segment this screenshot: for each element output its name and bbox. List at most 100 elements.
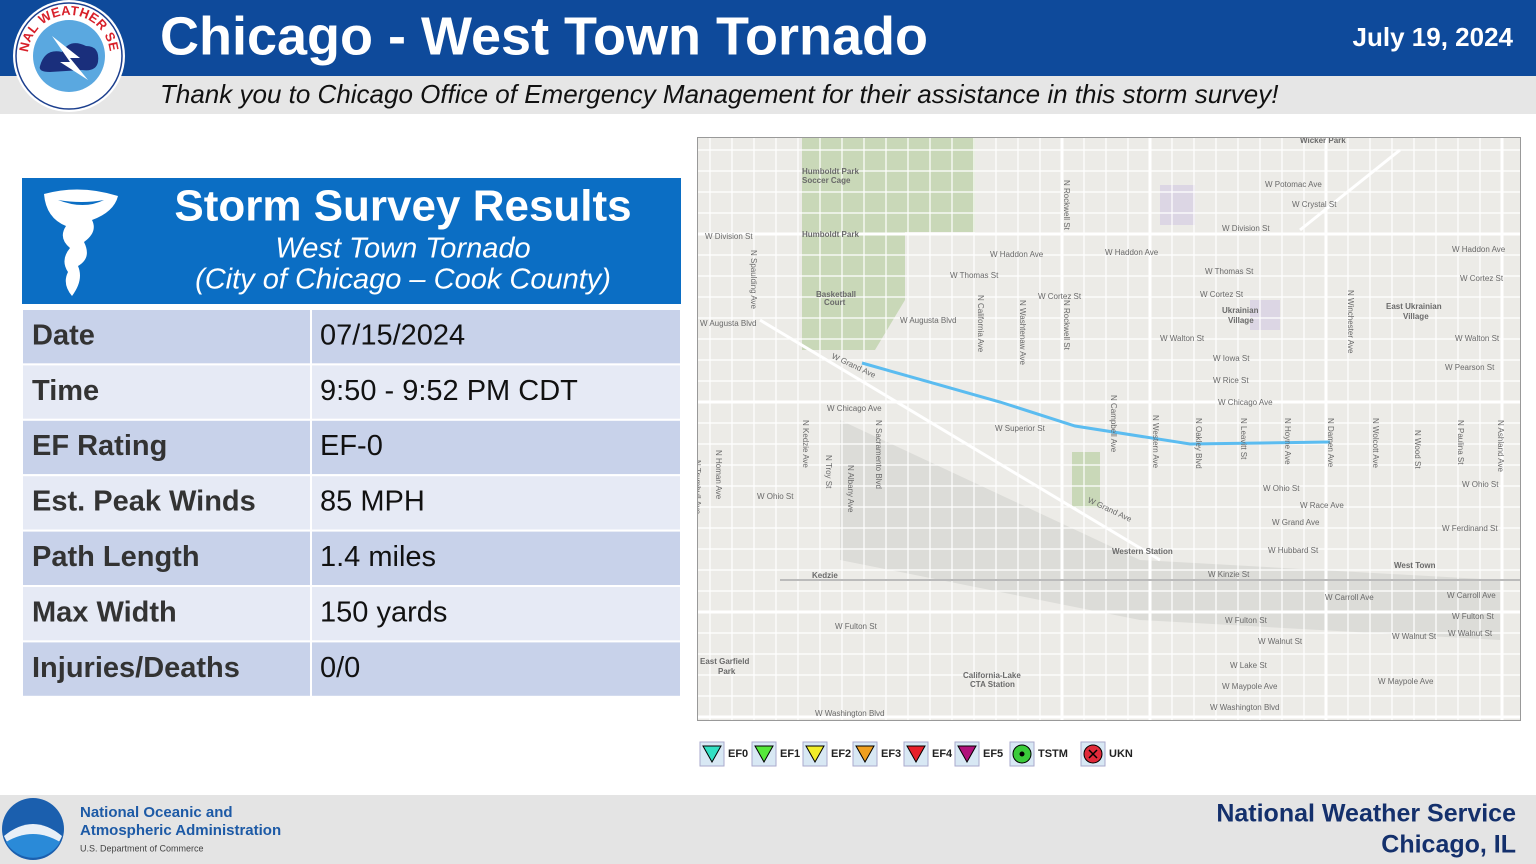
map-label: W Superior St	[995, 424, 1046, 433]
legend-label: TSTM	[1038, 748, 1068, 760]
legend-symbol	[805, 745, 825, 764]
map-label: W Washington Blvd	[1210, 703, 1280, 712]
map-label: N Trumbull Ave	[693, 460, 702, 515]
legend: EF0 EF1 EF2 EF3 EF4 EF5 TSTM UKN	[699, 741, 1133, 767]
map-label: Western Station	[1112, 547, 1173, 556]
map-label: W Augusta Blvd	[900, 316, 956, 325]
row-value: 85 MPH	[320, 486, 425, 518]
map-frame	[697, 137, 1521, 721]
map-label: Village	[1228, 316, 1254, 325]
header-bar	[0, 0, 1536, 76]
card-title: Storm Survey Results	[174, 182, 631, 231]
map-label: N Leavitt St	[1239, 418, 1248, 460]
legend-label: EF0	[728, 748, 748, 760]
legend-x	[1088, 749, 1098, 759]
row-value: 1.4 miles	[320, 541, 436, 573]
office: Chicago, IL	[1381, 831, 1516, 859]
footer-bar	[0, 795, 1536, 864]
office: National Weather Service	[1216, 800, 1516, 828]
map-label: W Potomac Ave	[1265, 180, 1322, 189]
map-label: W Rice St	[1213, 376, 1249, 385]
landuse	[1160, 185, 1195, 225]
diagonal-street	[1299, 148, 1401, 232]
map-label: N Homan Ave	[714, 450, 723, 500]
map-label: N Albany Ave	[846, 465, 855, 513]
map-label: W Haddon Ave	[1452, 245, 1506, 254]
map-label: W Walnut St	[1392, 632, 1437, 641]
map-label: W Cortez St	[1200, 290, 1244, 299]
map-label: W Cortez St	[1460, 274, 1504, 283]
map-label: W Kinzie St	[1208, 570, 1250, 579]
map-label: W Thomas St	[950, 271, 999, 280]
table-row	[21, 640, 682, 698]
map-label: Wicker Park	[1300, 136, 1346, 145]
row-label: Time	[32, 375, 99, 407]
map-label: N Kedzie Ave	[801, 420, 810, 468]
landuse	[1250, 300, 1280, 330]
table-row	[21, 529, 682, 587]
row-label: Est. Peak Winds	[32, 486, 256, 518]
map-label: N Ashland Ave	[1496, 420, 1505, 472]
legend-dot	[1019, 751, 1025, 757]
map-label: N Rockwell St	[1062, 180, 1071, 231]
legend-label: EF2	[831, 748, 851, 760]
map-label: W Washington Blvd	[815, 709, 885, 718]
legend-symbol	[754, 745, 774, 764]
tornado-track	[861, 361, 1331, 446]
map-label: N California Ave	[976, 295, 985, 353]
logo-border	[15, 2, 123, 110]
map-label: W Walton St	[1455, 334, 1500, 343]
map-label: W Maypole Ave	[1378, 677, 1434, 686]
noaa-name: Atmospheric Administration	[80, 822, 281, 839]
row-label: Max Width	[32, 596, 177, 628]
date: July 19, 2024	[1353, 22, 1514, 52]
map-label: W Ohio St	[1263, 484, 1300, 493]
legend-label: UKN	[1109, 748, 1133, 760]
row-value: EF-0	[320, 430, 383, 462]
noaa-wave	[6, 834, 60, 858]
map-label: Humboldt Park	[802, 167, 859, 176]
map-label: W Chicago Ave	[1218, 398, 1273, 407]
legend-symbol	[957, 745, 977, 764]
legend-label: EF3	[881, 748, 901, 760]
map-label: W Division St	[705, 232, 753, 241]
legend-symbol	[855, 745, 875, 764]
map-label: Humboldt Park	[802, 230, 859, 239]
map-label: East Ukrainian	[1386, 302, 1442, 311]
table-row	[21, 308, 682, 366]
map-label: W Ferdinand St	[1442, 524, 1498, 533]
department: U.S. Department of Commerce	[80, 843, 204, 853]
map-label: W Carroll Ave	[1447, 591, 1496, 600]
map-label: W Pearson St	[1445, 363, 1495, 372]
card-header	[22, 178, 681, 304]
map-label: W Fulton St	[1225, 616, 1268, 625]
streets	[698, 138, 1520, 720]
map-label: West Town	[1394, 561, 1436, 570]
map-label: W Crystal St	[1292, 200, 1337, 209]
map-label: N Sacramento Blvd	[874, 420, 883, 489]
map-label: N Western Ave	[1151, 415, 1160, 469]
map-label: W Ohio St	[1462, 480, 1499, 489]
title: Chicago - West Town Tornado	[160, 6, 928, 66]
row-value: 0/0	[320, 652, 360, 684]
row-value: 150 yards	[320, 596, 447, 628]
map-label: W Grand Ave	[1272, 518, 1320, 527]
card-location: (City of Chicago – Cook County)	[195, 264, 611, 296]
results-table: Date 07/15/2024 Time 9:50 - 9:52 PM CDT EF R…	[21, 308, 682, 698]
map-label: W Fulton St	[1452, 612, 1495, 621]
map-label: W Ohio St	[757, 492, 794, 501]
row-value: 9:50 - 9:52 PM CDT	[320, 375, 578, 407]
row-label: Date	[32, 319, 95, 351]
map-label: W Hubbard St	[1268, 546, 1319, 555]
map-label: N Winchester Ave	[1346, 290, 1355, 354]
map-label: Soccer Cage	[802, 176, 851, 185]
map-label: Basketball	[816, 290, 856, 299]
map-label: W Fulton St	[835, 622, 878, 631]
map-label: W Walnut St	[1448, 629, 1493, 638]
map-label: N Paulina St	[1456, 420, 1465, 465]
map-label: W Carroll Ave	[1325, 593, 1374, 602]
map-label: N Washtenaw Ave	[1018, 300, 1027, 365]
map-label: W Walnut St	[1258, 637, 1303, 646]
table-row	[21, 474, 682, 532]
map-label: N Wolcott Ave	[1371, 418, 1380, 469]
